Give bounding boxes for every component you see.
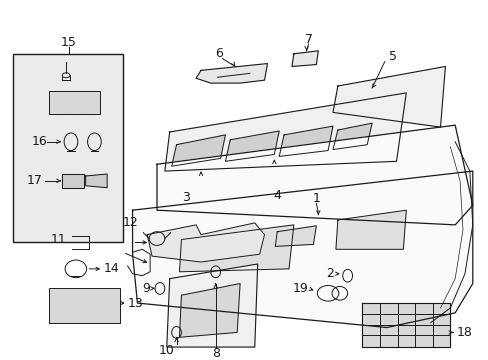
- Polygon shape: [171, 135, 225, 166]
- Text: 17: 17: [27, 174, 43, 187]
- Polygon shape: [291, 51, 318, 67]
- Polygon shape: [225, 131, 279, 161]
- Polygon shape: [157, 125, 472, 225]
- Text: 9: 9: [142, 282, 150, 295]
- Polygon shape: [179, 284, 240, 337]
- Text: 11: 11: [50, 233, 66, 246]
- Polygon shape: [332, 123, 371, 150]
- Polygon shape: [196, 64, 267, 83]
- Text: 5: 5: [388, 50, 396, 63]
- Polygon shape: [147, 223, 264, 262]
- Text: 2: 2: [325, 267, 333, 280]
- Text: 4: 4: [273, 189, 281, 202]
- Polygon shape: [62, 174, 83, 188]
- Text: 10: 10: [159, 343, 174, 356]
- Text: 7: 7: [304, 33, 312, 46]
- Polygon shape: [335, 210, 406, 249]
- Text: 13: 13: [127, 297, 143, 310]
- Polygon shape: [362, 303, 449, 347]
- Bar: [49, 91, 100, 114]
- Bar: [49, 288, 120, 323]
- Text: 16: 16: [32, 135, 47, 148]
- Text: 8: 8: [211, 347, 219, 360]
- Text: 1: 1: [312, 192, 320, 205]
- Text: 19: 19: [292, 282, 308, 295]
- Text: 18: 18: [456, 326, 472, 339]
- Polygon shape: [332, 67, 445, 127]
- Polygon shape: [166, 264, 257, 347]
- Polygon shape: [132, 171, 472, 328]
- Text: 12: 12: [122, 216, 138, 229]
- Text: 3: 3: [182, 191, 190, 204]
- Bar: [13, 54, 122, 243]
- Text: 6: 6: [214, 47, 222, 60]
- Text: 14: 14: [103, 262, 119, 275]
- Text: 15: 15: [61, 36, 77, 49]
- Polygon shape: [179, 225, 293, 272]
- Polygon shape: [85, 174, 107, 188]
- Polygon shape: [279, 126, 332, 157]
- Polygon shape: [164, 93, 406, 171]
- Polygon shape: [275, 226, 316, 246]
